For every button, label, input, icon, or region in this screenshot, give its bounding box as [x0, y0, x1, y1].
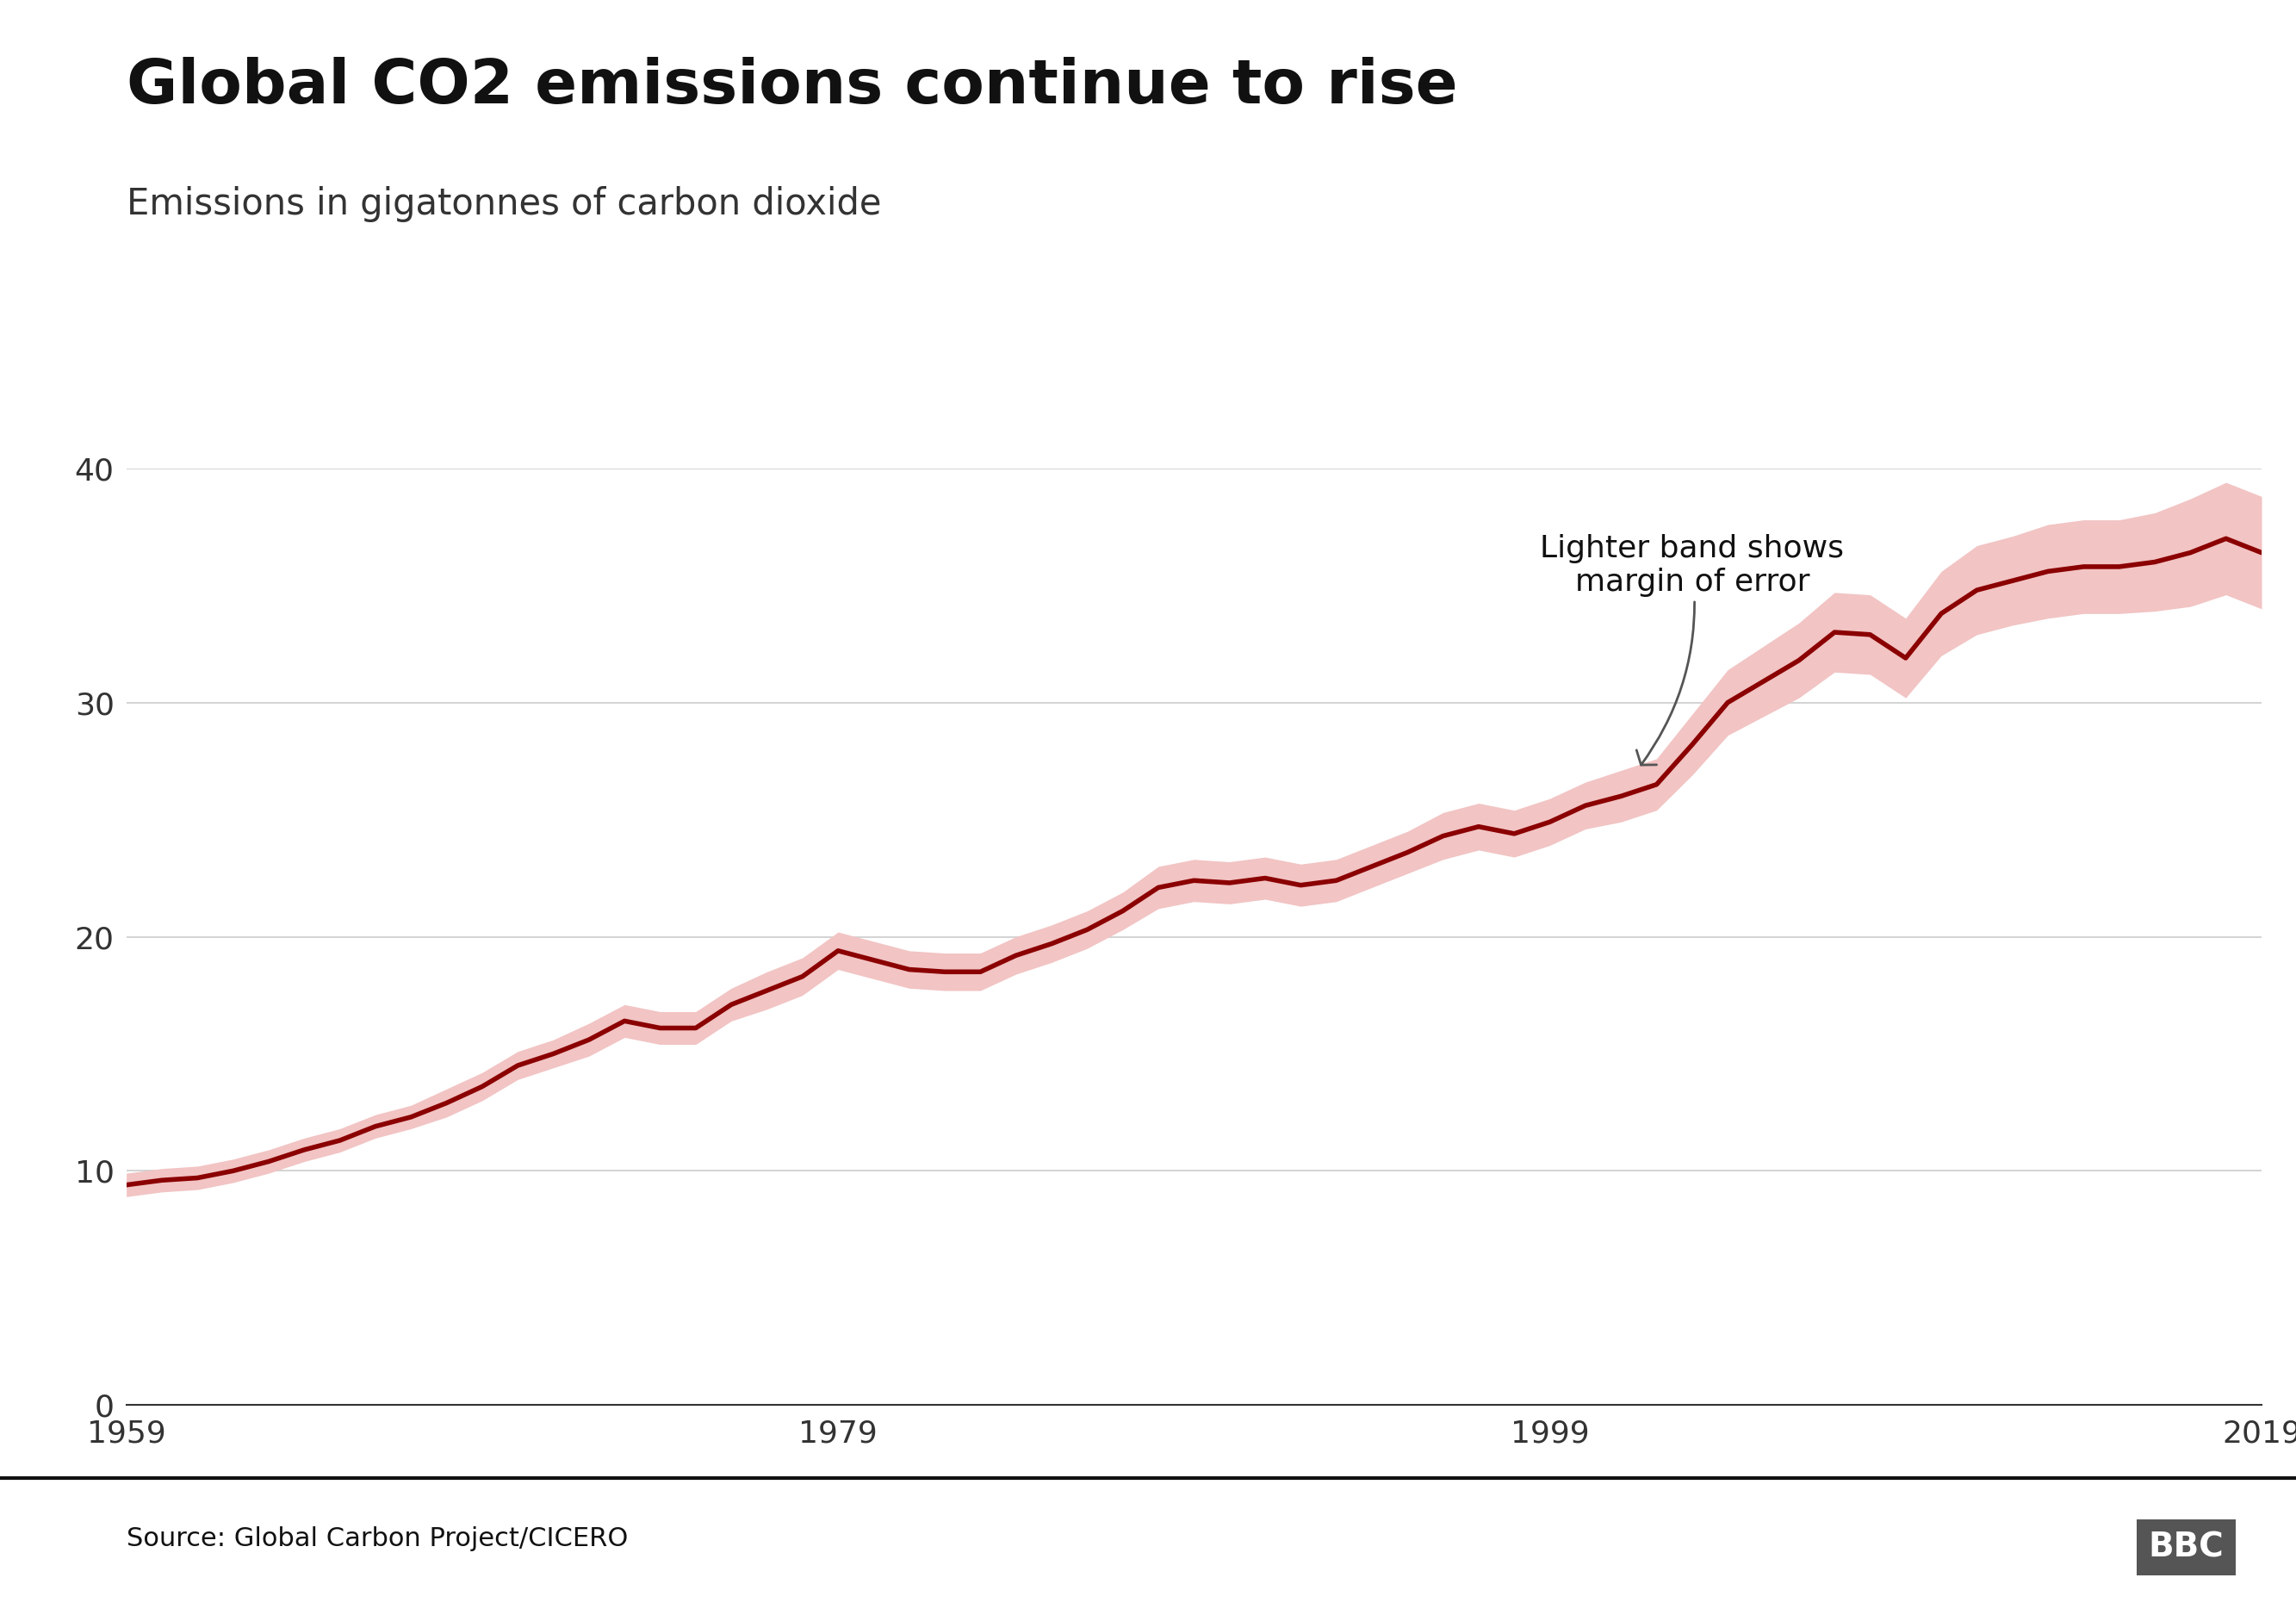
Text: Emissions in gigatonnes of carbon dioxide: Emissions in gigatonnes of carbon dioxid…	[126, 186, 882, 221]
Text: Lighter band shows
margin of error: Lighter band shows margin of error	[1541, 535, 1844, 766]
Text: Source: Global Carbon Project/CICERO: Source: Global Carbon Project/CICERO	[126, 1526, 627, 1550]
Text: Global CO2 emissions continue to rise: Global CO2 emissions continue to rise	[126, 57, 1458, 116]
Text: BBC: BBC	[2149, 1531, 2223, 1563]
